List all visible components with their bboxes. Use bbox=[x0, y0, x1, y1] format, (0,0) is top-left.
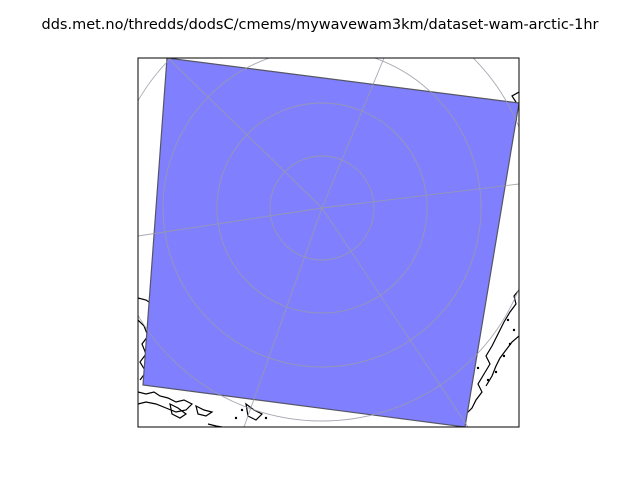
latitude-circle-3 bbox=[162, 58, 482, 368]
meridian-3 bbox=[167, 58, 323, 209]
latitude-circle-4 bbox=[138, 58, 519, 422]
graticule bbox=[138, 58, 519, 427]
figure-title: dds.met.no/thredds/dodsC/cmems/mywavewam… bbox=[41, 17, 599, 33]
map-frame bbox=[137, 57, 520, 428]
coastline-islands-a bbox=[169, 402, 188, 419]
meridian-6 bbox=[243, 207, 323, 427]
coastline-islands-b bbox=[195, 404, 214, 417]
latitude-circle-2 bbox=[216, 102, 428, 314]
coastline-siberia bbox=[459, 289, 519, 427]
meridian-1 bbox=[138, 207, 323, 237]
meridian-4 bbox=[321, 207, 469, 427]
latitude-circle-1 bbox=[269, 155, 375, 261]
coastline-canada bbox=[138, 391, 194, 413]
meridian-2 bbox=[321, 183, 519, 209]
map-area bbox=[138, 58, 519, 427]
coastline-siberia-b bbox=[485, 335, 519, 387]
meridian-5 bbox=[321, 58, 385, 209]
model-domain bbox=[142, 58, 519, 427]
